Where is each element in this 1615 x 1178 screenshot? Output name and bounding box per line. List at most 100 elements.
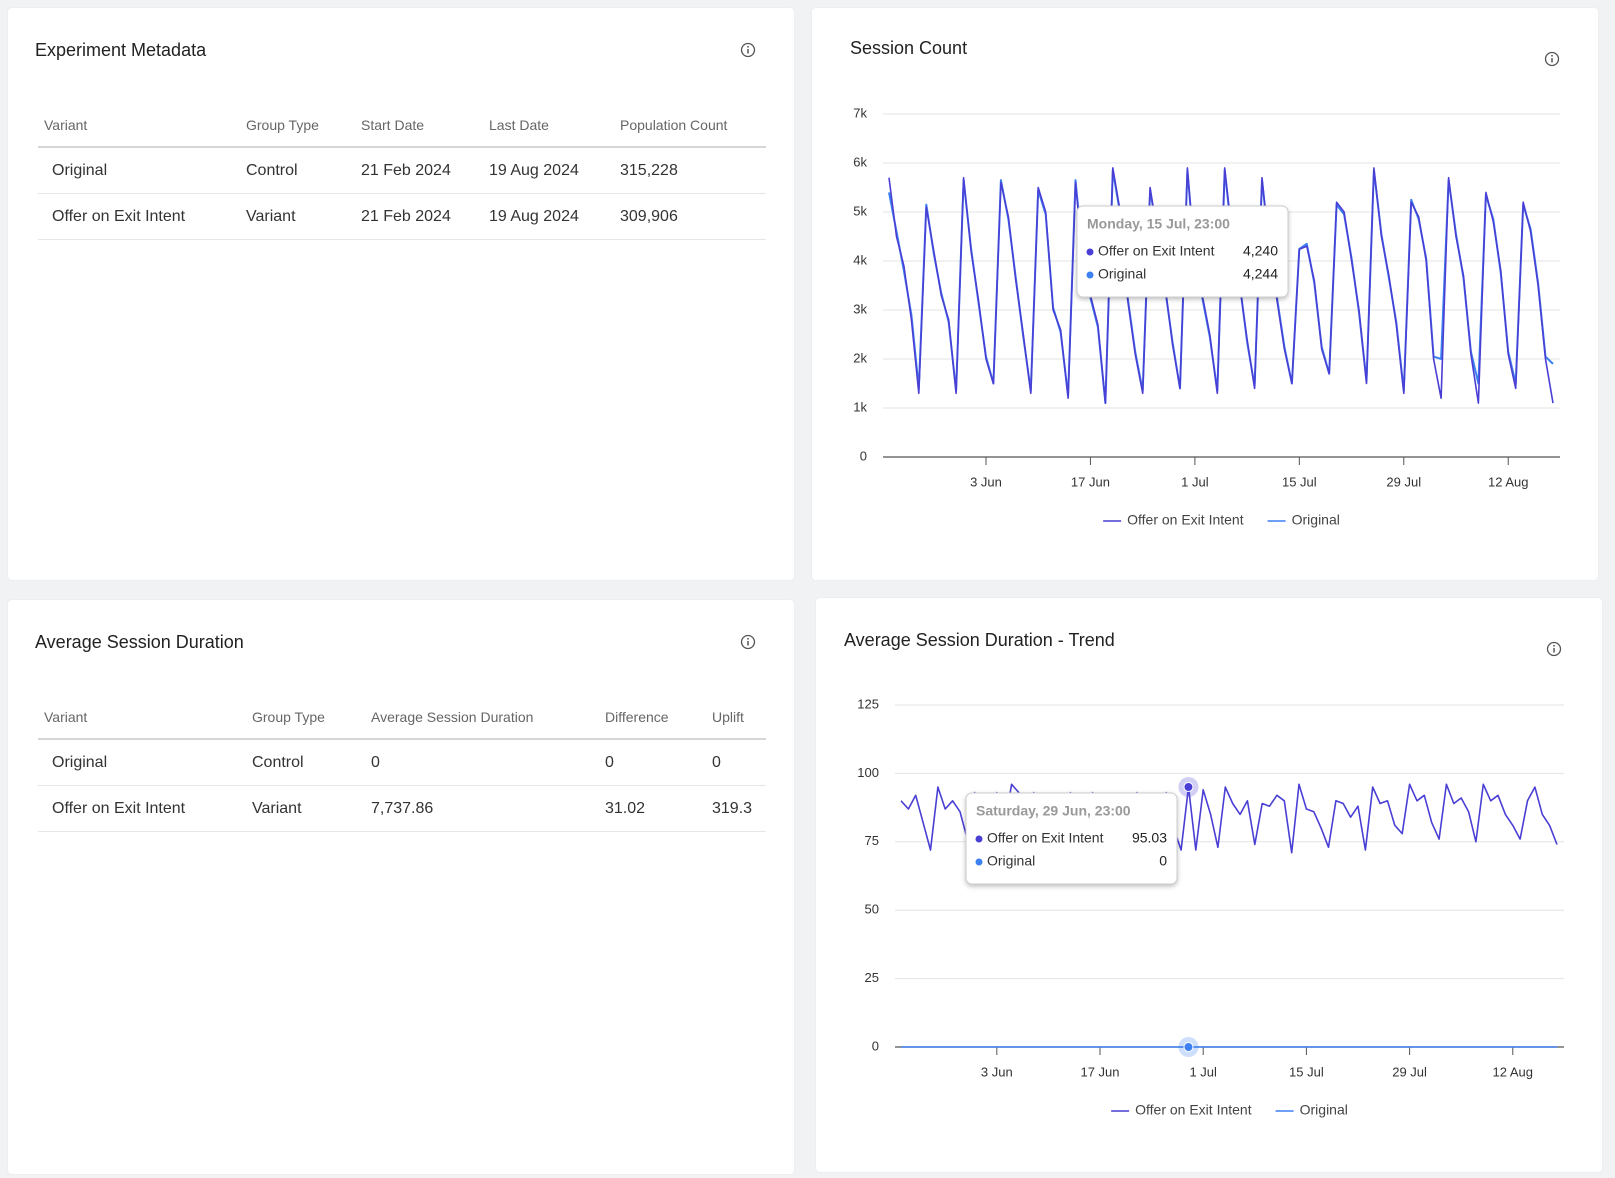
chart: Session Count 0 1k 2k 3k 4k 5k 6k 7k 3 Jun 17 Jun… (850, 38, 1560, 528)
x-tick-label: 29 Jul (1386, 474, 1421, 489)
tooltip-box (965, 792, 1178, 885)
column-header: Uplift (706, 696, 766, 740)
table-cell: 7,737.86 (365, 785, 599, 832)
table-cell: 19 Aug 2024 (483, 147, 614, 194)
y-tick-label: 4k (853, 252, 867, 267)
table-cell: 319.3 (706, 785, 766, 832)
legend-label: Offer on Exit Intent (1127, 512, 1244, 528)
table-cell: 31.02 (599, 785, 706, 832)
table-cell: Variant (240, 193, 355, 240)
table-cell: 0 (706, 739, 766, 786)
info-icon[interactable] (1544, 51, 1560, 67)
table-row: Offer on Exit Intent Variant 21 Feb 2024 19… (38, 193, 766, 240)
table-row: Original Control 0 0 0 (38, 739, 766, 786)
x-tick-label: 17 Jun (1080, 1064, 1119, 1079)
panel-title: Experiment Metadata (35, 40, 207, 60)
column-header: Variant (38, 696, 246, 740)
table-cell: 315,228 (614, 147, 766, 194)
info-icon[interactable] (740, 634, 756, 650)
duration-panel: Average Session Duration Variant Group Ty… (8, 600, 794, 1174)
legend-label: Original (1292, 512, 1340, 528)
tooltip-value: 4,244 (1243, 266, 1278, 282)
column-header: Start Date (355, 104, 483, 148)
table-cell: Offer on Exit Intent (38, 785, 246, 832)
column-header: Group Type (246, 696, 365, 740)
y-tick-label: 125 (857, 696, 879, 711)
tooltip-dot (975, 835, 983, 843)
x-tick-label: 12 Aug (1493, 1064, 1534, 1079)
x-tick-label: 29 Jul (1392, 1064, 1427, 1079)
table-cell: Control (240, 147, 355, 194)
y-tick-label: 7k (853, 105, 867, 120)
y-tick-label: 6k (853, 154, 867, 169)
x-tick-label: 17 Jun (1071, 474, 1110, 489)
table-cell: 0 (599, 739, 706, 786)
table-cell: Original (38, 739, 246, 786)
y-tick-label: 0 (872, 1038, 879, 1053)
y-tick-label: 1k (853, 399, 867, 414)
table-cell: Variant (246, 785, 365, 832)
info-icon[interactable] (1546, 641, 1562, 657)
duration-trend-panel: Average Session Duration - Trend 0 25 50 75… (816, 598, 1602, 1172)
legend: Offer on Exit Intent Original (1103, 512, 1340, 528)
tooltip-title: Monday, 15 Jul, 23:00 (1087, 216, 1230, 232)
metadata-panel: Experiment Metadata Variant Group Type Sta… (8, 8, 794, 580)
tooltip-title: Saturday, 29 Jun, 23:00 (976, 803, 1131, 819)
y-tick-label: 3k (853, 301, 867, 316)
tooltip-value: 4,240 (1243, 243, 1278, 259)
table-cell: 21 Feb 2024 (355, 193, 483, 240)
x-tick-label: 1 Jul (1189, 1064, 1217, 1079)
table-cell: 19 Aug 2024 (483, 193, 614, 240)
y-tick-label: 5k (853, 203, 867, 218)
header-row: Variant Group Type Start Date Last Date Popu… (38, 104, 766, 148)
column-header: Difference (599, 696, 706, 740)
tooltip-dot (1086, 248, 1094, 256)
session-count-panel: Session Count 0 1k 2k 3k 4k 5k 6k 7k 3 Jun 17 Jun… (812, 8, 1598, 580)
highlight-point (1183, 1042, 1194, 1052)
legend-label: Offer on Exit Intent (1135, 1102, 1252, 1118)
table-cell: 0 (365, 739, 599, 786)
panel-title: Average Session Duration (35, 632, 244, 652)
tooltip-dot (975, 858, 983, 866)
table-cell: 309,906 (614, 193, 766, 240)
tooltip-name: Offer on Exit Intent (1098, 243, 1215, 259)
tooltip: Saturday, 29 Jun, 23:00 Offer on Exit Int… (965, 792, 1178, 885)
tooltip-box (1076, 205, 1289, 298)
x-tick-label: 3 Jun (970, 474, 1002, 489)
table-row: Offer on Exit Intent Variant 7,737.86 31.02… (38, 785, 766, 832)
column-header: Population Count (614, 104, 766, 148)
chart-title: Average Session Duration - Trend (844, 630, 1115, 650)
y-tick-label: 25 (865, 970, 879, 985)
table-cell: Control (246, 739, 365, 786)
x-tick-label: 3 Jun (981, 1064, 1013, 1079)
metadata-table: Variant Group Type Start Date Last Date Popu… (38, 104, 766, 240)
x-tick-label: 15 Jul (1289, 1064, 1324, 1079)
info-icon[interactable] (740, 42, 756, 58)
highlight-point (1183, 781, 1194, 792)
x-tick-label: 15 Jul (1282, 474, 1317, 489)
y-tick-label: 0 (860, 448, 867, 463)
chart-title: Session Count (850, 38, 967, 58)
column-header: Last Date (483, 104, 614, 148)
column-header: Average Session Duration (365, 696, 599, 740)
legend-label: Original (1300, 1102, 1348, 1118)
table-cell: 21 Feb 2024 (355, 147, 483, 194)
tooltip-dot (1086, 271, 1094, 279)
chart: Average Session Duration - Trend 0 25 50 75… (844, 630, 1564, 1118)
y-tick-label: 100 (857, 765, 879, 780)
y-tick-label: 75 (865, 833, 879, 848)
tooltip: Monday, 15 Jul, 23:00 Offer on Exit Inten… (1076, 205, 1289, 298)
tooltip-name: Original (1098, 266, 1146, 282)
table-row: Original Control 21 Feb 2024 19 Aug 2024 315… (38, 147, 766, 194)
duration-table: Variant Group Type Average Session Duratio… (38, 696, 766, 832)
y-tick-label: 2k (853, 350, 867, 365)
column-header: Group Type (240, 104, 355, 148)
x-tick-label: 12 Aug (1488, 474, 1529, 489)
legend: Offer on Exit Intent Original (1111, 1102, 1348, 1118)
tooltip-value: 0 (1159, 853, 1167, 869)
tooltip-value: 95.03 (1132, 830, 1167, 846)
tooltip-name: Original (987, 853, 1035, 869)
header-row: Variant Group Type Average Session Duratio… (38, 696, 766, 740)
series-line (900, 783, 1558, 854)
